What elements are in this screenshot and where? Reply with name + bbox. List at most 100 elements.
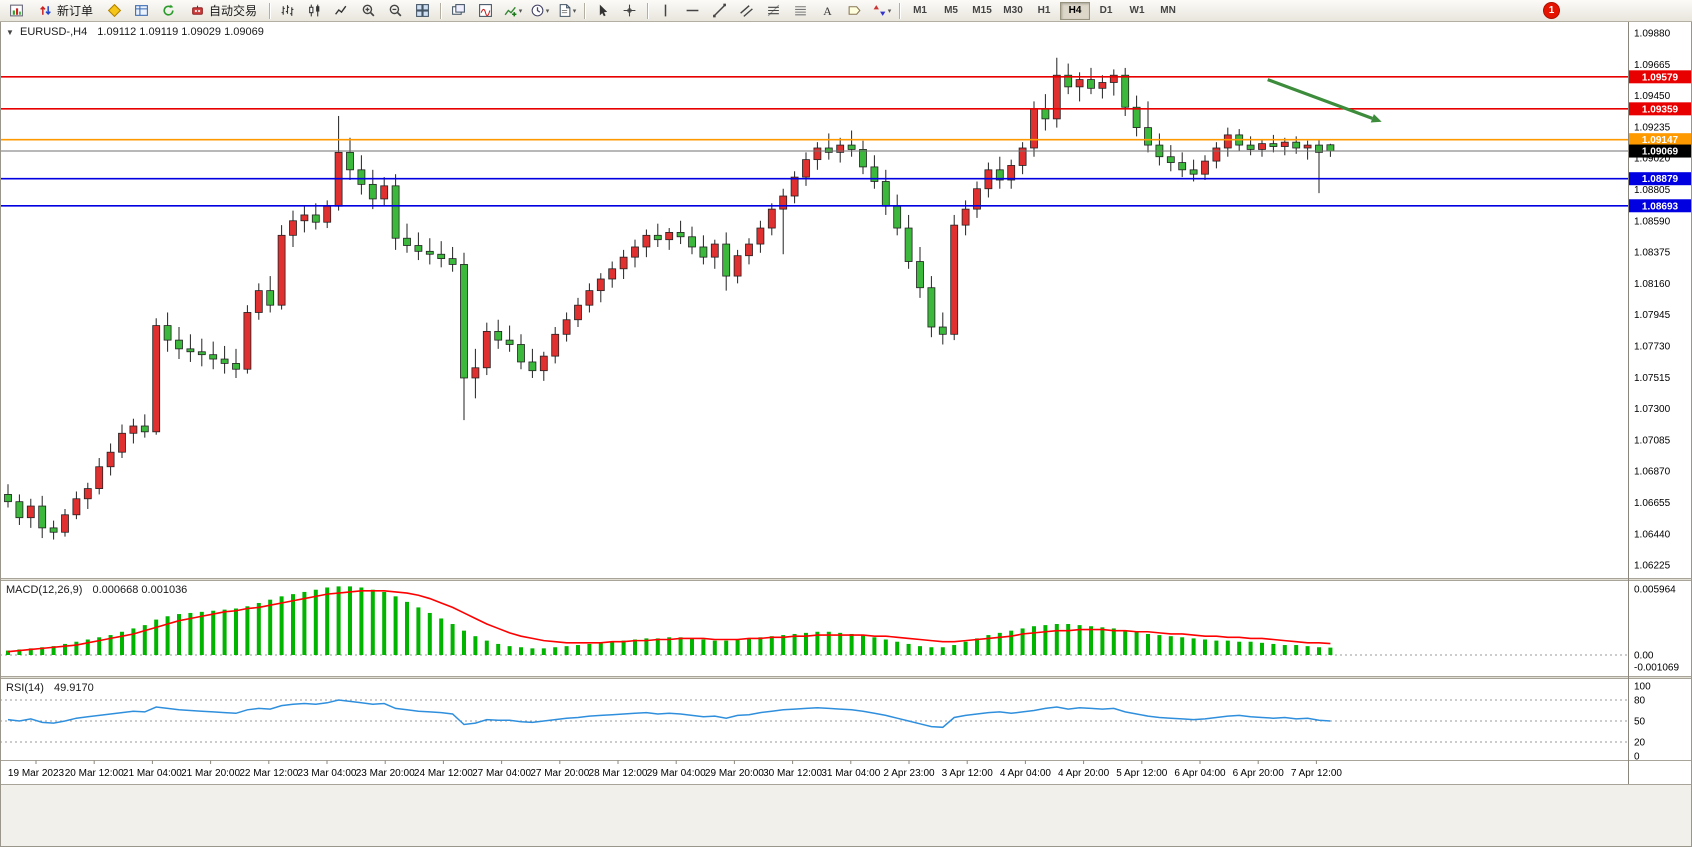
collapse-chart-icon[interactable]: ▼ bbox=[6, 28, 14, 37]
market-watch-icon[interactable] bbox=[102, 1, 127, 21]
label-icon[interactable] bbox=[842, 1, 867, 21]
svg-text:1.07945: 1.07945 bbox=[1634, 310, 1671, 321]
svg-text:1.06225: 1.06225 bbox=[1634, 561, 1671, 572]
fibonacci-icon[interactable] bbox=[761, 1, 786, 21]
rsi-line bbox=[7, 699, 1331, 729]
hline-1.08693[interactable]: 1.08693 bbox=[0, 199, 1691, 213]
svg-text:1.09359: 1.09359 bbox=[1642, 104, 1679, 115]
trend-arrow-annotation[interactable] bbox=[1267, 78, 1382, 123]
time-axis[interactable]: 19 Mar 2023 20 Mar 12:00 21 Mar 04:00 21 Ma… bbox=[8, 760, 1343, 780]
svg-text:20 Mar 12:00: 20 Mar 12:00 bbox=[65, 768, 124, 779]
svg-text:1.08693: 1.08693 bbox=[1642, 201, 1679, 212]
svg-text:1.09235: 1.09235 bbox=[1634, 122, 1671, 133]
timeframe-m1[interactable]: M1 bbox=[913, 5, 927, 16]
svg-text:80: 80 bbox=[1634, 696, 1646, 707]
timeframe-mn[interactable]: MN bbox=[1160, 5, 1176, 16]
svg-text:1.08879: 1.08879 bbox=[1642, 174, 1679, 185]
timeframe-h1[interactable]: H1 bbox=[1037, 5, 1051, 16]
text-icon[interactable]: A bbox=[815, 1, 840, 21]
timeframe-h4[interactable]: H4 bbox=[1060, 1, 1091, 20]
crosshair-icon[interactable] bbox=[617, 1, 642, 21]
chart-header: ▼ EURUSD-,H4 1.09112 1.09119 1.09029 1.0… bbox=[6, 26, 271, 38]
hline-1.09359[interactable]: 1.09359 bbox=[0, 102, 1691, 116]
toolbar-separator bbox=[647, 2, 649, 19]
rsi-value: 49.9170 bbox=[53, 682, 94, 694]
svg-text:0.00: 0.00 bbox=[1634, 651, 1654, 662]
svg-text:1.09147: 1.09147 bbox=[1642, 135, 1679, 146]
timeframe-d1[interactable]: D1 bbox=[1099, 5, 1113, 16]
notification-badge[interactable]: 1 bbox=[1543, 2, 1560, 19]
cursor-icon[interactable] bbox=[590, 1, 615, 21]
indicator-list-icon[interactable] bbox=[473, 1, 498, 21]
data-window-icon[interactable] bbox=[129, 1, 154, 21]
svg-text:27 Mar 04:00: 27 Mar 04:00 bbox=[472, 768, 531, 779]
channel-icon[interactable] bbox=[734, 1, 759, 21]
svg-text:1.07730: 1.07730 bbox=[1634, 342, 1671, 353]
svg-text:0.005964: 0.005964 bbox=[1634, 585, 1676, 596]
svg-text:29 Mar 20:00: 29 Mar 20:00 bbox=[705, 768, 764, 779]
template-icon[interactable]: ▾ bbox=[554, 1, 579, 21]
tile-windows-icon[interactable] bbox=[410, 1, 435, 21]
price-axis[interactable]: 1.09880 1.09665 1.09450 1.09235 1.09020 1.088… bbox=[1634, 29, 1679, 763]
svg-text:23 Mar 20:00: 23 Mar 20:00 bbox=[356, 768, 415, 779]
svg-text:1.06870: 1.06870 bbox=[1634, 467, 1671, 478]
timeframe-m5[interactable]: M5 bbox=[944, 5, 958, 16]
svg-text:23 Mar 04:00: 23 Mar 04:00 bbox=[298, 768, 357, 779]
svg-text:29 Mar 04:00: 29 Mar 04:00 bbox=[647, 768, 706, 779]
svg-text:1.09880: 1.09880 bbox=[1634, 29, 1671, 40]
macd-histogram bbox=[6, 586, 1333, 655]
chart-window-icon[interactable] bbox=[4, 1, 29, 21]
zoom-in-icon[interactable] bbox=[356, 1, 381, 21]
macd-label: MACD(12,26,9) bbox=[6, 584, 83, 596]
ohlc-values: 1.09112 1.09119 1.09029 1.09069 bbox=[97, 26, 264, 38]
timeframe-m15[interactable]: M15 bbox=[972, 5, 992, 16]
rsi-header: RSI(14) 49.9170 bbox=[6, 682, 101, 694]
toolbar-separator bbox=[440, 2, 442, 19]
zoom-out-icon[interactable] bbox=[383, 1, 408, 21]
toolbar-separator bbox=[269, 2, 271, 19]
svg-text:1.06440: 1.06440 bbox=[1634, 529, 1671, 540]
svg-text:0: 0 bbox=[1634, 752, 1640, 763]
svg-text:1.09450: 1.09450 bbox=[1634, 91, 1671, 102]
svg-text:3 Apr 12:00: 3 Apr 12:00 bbox=[942, 768, 994, 779]
svg-text:4 Apr 04:00: 4 Apr 04:00 bbox=[1000, 768, 1052, 779]
svg-text:19 Mar 2023: 19 Mar 2023 bbox=[8, 768, 65, 779]
candlestick-chart-icon[interactable] bbox=[302, 1, 327, 21]
timeframe-group: M1 M5 M15 M30 H1 H4 D1 W1 MN bbox=[905, 1, 1183, 20]
svg-text:1.09069: 1.09069 bbox=[1642, 147, 1679, 158]
timeframe-m30[interactable]: M30 bbox=[1003, 5, 1023, 16]
add-indicator-icon[interactable]: ▾ bbox=[500, 1, 525, 21]
svg-text:1.07300: 1.07300 bbox=[1634, 404, 1671, 415]
horizontal-line-icon[interactable] bbox=[680, 1, 705, 21]
svg-text:6 Apr 04:00: 6 Apr 04:00 bbox=[1174, 768, 1226, 779]
trendline-icon[interactable] bbox=[707, 1, 732, 21]
hline-1.09147[interactable]: 1.09147 bbox=[0, 133, 1691, 147]
svg-text:1.08160: 1.08160 bbox=[1634, 279, 1671, 290]
shapes-icon[interactable]: ▾ bbox=[869, 1, 894, 21]
current-price-line: 1.09069 bbox=[0, 144, 1691, 158]
toolbar: 新订单 自动交易 ▾ ▾ ▾ A ▾ M1 M5 M15 M30 H1 H4 D1 W1 MN 1 bbox=[0, 0, 1692, 22]
svg-text:1.08375: 1.08375 bbox=[1634, 248, 1671, 259]
svg-text:21 Mar 04:00: 21 Mar 04:00 bbox=[123, 768, 182, 779]
svg-text:6 Apr 20:00: 6 Apr 20:00 bbox=[1233, 768, 1285, 779]
svg-text:20: 20 bbox=[1634, 738, 1646, 749]
timeframe-w1[interactable]: W1 bbox=[1129, 5, 1145, 16]
new-order-button[interactable]: 新订单 bbox=[31, 2, 100, 20]
navigator-icon[interactable] bbox=[156, 1, 181, 21]
autotrade-button[interactable]: 自动交易 bbox=[183, 2, 264, 20]
grid-icon[interactable] bbox=[788, 1, 813, 21]
svg-text:1.09020: 1.09020 bbox=[1634, 154, 1671, 165]
vertical-line-icon[interactable] bbox=[653, 1, 678, 21]
svg-text:1.09579: 1.09579 bbox=[1642, 72, 1679, 83]
auto-arrange-icon[interactable] bbox=[446, 1, 471, 21]
line-chart-icon[interactable] bbox=[329, 1, 354, 21]
period-icon[interactable]: ▾ bbox=[527, 1, 552, 21]
macd-values: 0.000668 0.001036 bbox=[92, 584, 188, 596]
hline-1.08879[interactable]: 1.08879 bbox=[0, 172, 1691, 186]
svg-text:5 Apr 12:00: 5 Apr 12:00 bbox=[1116, 768, 1168, 779]
macd-header: MACD(12,26,9) 0.000668 0.001036 bbox=[6, 584, 194, 596]
svg-text:7 Apr 12:00: 7 Apr 12:00 bbox=[1291, 768, 1343, 779]
hline-1.09579[interactable]: 1.09579 bbox=[0, 70, 1691, 84]
bar-chart-icon[interactable] bbox=[275, 1, 300, 21]
